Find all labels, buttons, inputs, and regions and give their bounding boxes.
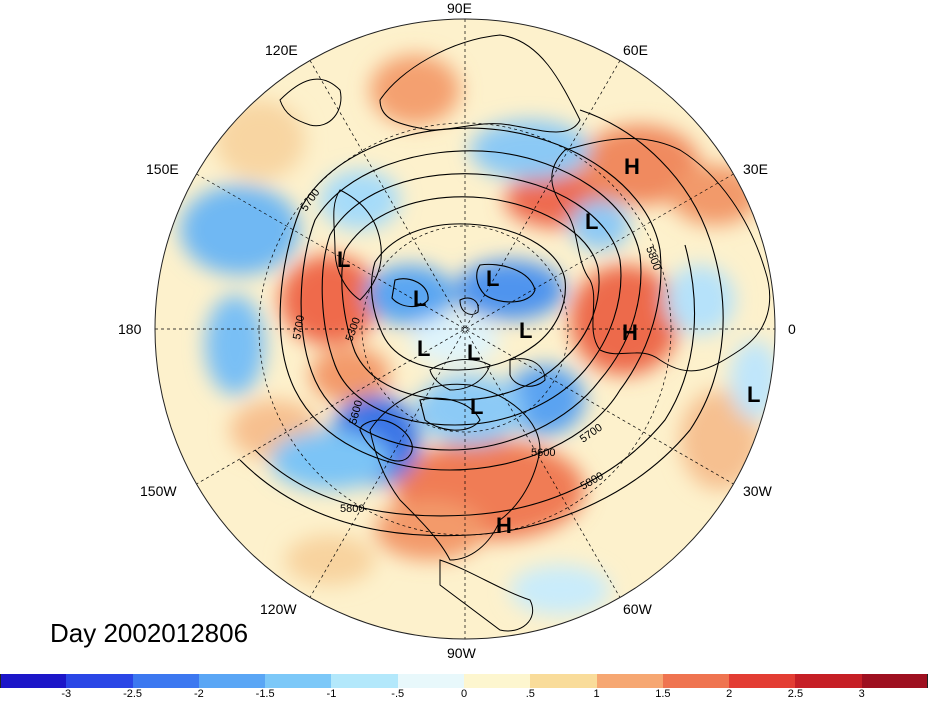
- low-marker: L: [470, 394, 483, 419]
- low-marker: L: [519, 318, 532, 343]
- low-marker: L: [747, 382, 760, 407]
- lon-label-60e: 60E: [623, 42, 648, 58]
- colorbar-segment: [397, 674, 465, 688]
- date-label: Day 2002012806: [50, 618, 249, 648]
- colorbar-segment: [596, 674, 664, 688]
- contour-label: 5600: [531, 447, 555, 459]
- colorbar-segment: [795, 674, 863, 688]
- colorbar-segment: [0, 674, 68, 688]
- low-marker: L: [467, 340, 480, 365]
- colorbar-segment: [331, 674, 399, 688]
- lon-label-90e: 90E: [447, 0, 472, 16]
- lon-label-150e: 150E: [146, 161, 179, 177]
- colorbar-segment: [132, 674, 200, 688]
- colorbar-tick-label: 1: [593, 688, 600, 700]
- colorbar-tick-label: 3: [858, 688, 865, 700]
- colorbar-tick-label: -2.5: [123, 688, 143, 700]
- colorbar-segment: [66, 674, 134, 688]
- colorbar-segment: [464, 674, 532, 688]
- pressure-centers: H H H L L L L L L L L L: [337, 154, 760, 538]
- height-contours: [239, 109, 724, 537]
- colorbar-segment: [729, 674, 797, 688]
- colorbar-tick-label: -2: [193, 688, 204, 700]
- colorbar-tick-label: -1.5: [255, 688, 275, 700]
- lon-label-0: 0: [788, 321, 796, 337]
- high-marker: H: [622, 320, 638, 345]
- longitude-labels: 90E 60E 120E 30E 150E 180 0 150W 30W 120…: [118, 0, 796, 661]
- colorbar-tick-label: 1.5: [655, 688, 671, 700]
- polar-stereographic-map: 5700 5800 5700 5300 5600 5600 5700 5800 …: [118, 0, 796, 661]
- colorbar: -3 -2.5 -2 -1.5 -1 -.5 0 .5 1 1.5 2 2.5 3: [0, 674, 928, 702]
- colorbar-tick-label: -1: [326, 688, 337, 700]
- colorbar-tick-label: 2: [726, 688, 733, 700]
- lon-label-180: 180: [118, 321, 142, 337]
- high-marker: H: [624, 154, 640, 179]
- lon-label-60w: 60W: [623, 601, 653, 617]
- colorbar-segment: [530, 674, 598, 688]
- contour-label: 5700: [291, 314, 307, 340]
- lon-label-120w: 120W: [260, 601, 297, 617]
- coastlines: [279, 34, 771, 632]
- low-marker: L: [486, 266, 499, 291]
- colorbar-tick-label: 2.5: [787, 688, 804, 700]
- high-marker: H: [496, 513, 512, 538]
- colorbar-tick-label: 0: [460, 688, 468, 700]
- map-border: [154, 18, 776, 640]
- lon-label-120e: 120E: [265, 42, 298, 58]
- colorbar-segment: [662, 674, 731, 688]
- low-marker: L: [585, 209, 598, 234]
- colorbar-tick-label: -3: [61, 688, 72, 700]
- colorbar-tick-label: .5: [525, 688, 535, 700]
- contour-label: 5800: [340, 503, 364, 515]
- lon-label-90w: 90W: [447, 645, 477, 661]
- low-marker: L: [417, 336, 430, 361]
- colorbar-segment: [198, 674, 267, 688]
- low-marker: L: [337, 247, 350, 272]
- colorbar-tick-label: -.5: [391, 688, 405, 700]
- lon-label-30w: 30W: [743, 483, 773, 499]
- colorbar-segment: [265, 674, 333, 688]
- lon-label-150w: 150W: [140, 483, 177, 499]
- lon-label-30e: 30E: [743, 161, 768, 177]
- low-marker: L: [413, 286, 426, 311]
- colorbar-segment: [861, 674, 928, 688]
